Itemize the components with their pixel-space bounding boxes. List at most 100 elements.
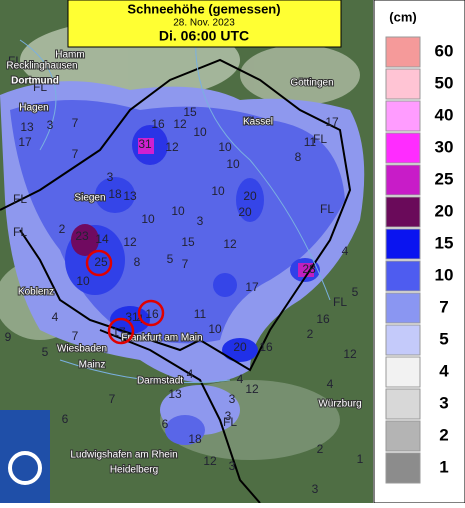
station-value: 17	[18, 135, 32, 149]
station-value: 28	[302, 262, 316, 276]
station-value: 2	[317, 442, 324, 456]
station-value: 10	[218, 140, 232, 154]
legend-label: 60	[435, 41, 454, 60]
city-label: Dortmund	[11, 76, 59, 87]
station-value: 10	[208, 322, 222, 336]
city-label: Recklinghausen	[6, 61, 77, 72]
legend-swatch	[385, 228, 421, 260]
station-value: 2	[59, 222, 66, 236]
station-value: 5	[352, 285, 359, 299]
station-value: 4	[187, 367, 194, 381]
station-value: 3	[312, 482, 319, 496]
station-value: 9	[5, 330, 12, 344]
station-value: 16	[259, 340, 273, 354]
station-value: 12	[123, 235, 137, 249]
highlight-circles	[85, 249, 165, 345]
station-value: 15	[183, 105, 197, 119]
station-value: 17	[325, 115, 339, 129]
station-value: 20	[243, 189, 257, 203]
station-value: 20	[238, 205, 252, 219]
station-value: 18	[108, 187, 122, 201]
legend-label: 40	[435, 105, 454, 124]
station-value: 10	[76, 274, 90, 288]
station-value: 1	[357, 452, 364, 466]
station-value: FL	[223, 415, 237, 429]
station-value: 7	[72, 329, 79, 343]
border	[99, 329, 261, 504]
header-time: Di. 06:00 UTC	[159, 28, 249, 44]
legend-swatch	[385, 100, 421, 132]
station-value: FL	[313, 132, 327, 146]
city-label: Ludwigshafen am Rhein	[70, 450, 177, 461]
city-label: Frankfurt am Main	[121, 333, 202, 344]
legend-label: 50	[435, 73, 454, 92]
station-value: 10	[226, 157, 240, 171]
legend: 60 50 40 30 25 20 15 10 7 5 4 3 2 1	[385, 36, 454, 484]
station-value: 7	[182, 257, 189, 271]
station-value: 23	[75, 229, 89, 243]
legend-label: 1	[439, 457, 448, 476]
city-label: Göttingen	[290, 78, 333, 89]
station-value: FL	[333, 295, 347, 309]
station-value: 3	[229, 459, 236, 473]
header-box	[67, 0, 342, 48]
station-value: FL	[13, 225, 27, 239]
station-value: 13	[168, 387, 182, 401]
legend-label: 30	[435, 137, 454, 156]
legend-swatch	[385, 164, 421, 196]
border	[0, 58, 352, 372]
station-value: 4	[237, 372, 244, 386]
legend-label: 3	[439, 393, 448, 412]
legend-label: 5	[439, 329, 448, 348]
station-value: 7	[72, 116, 79, 130]
city-label: Kassel	[243, 117, 273, 128]
legend-label: 7	[439, 297, 448, 316]
station-value: 6	[162, 417, 169, 431]
city-label: Mainz	[79, 360, 106, 371]
station-value: 16	[145, 307, 159, 321]
legend-swatch	[385, 420, 421, 452]
city-label: Koblenz	[18, 287, 54, 298]
station-value: 3	[225, 409, 232, 423]
station-value: 4	[327, 377, 334, 391]
legend-swatch	[385, 36, 421, 68]
station-value: 3	[197, 214, 204, 228]
legend-label: 20	[435, 201, 454, 220]
header-title: Schneehöhe (gemessen)	[127, 1, 280, 16]
station-value: 17	[112, 325, 126, 339]
legend-swatch	[385, 68, 421, 100]
station-value: 2	[307, 327, 314, 341]
station-value: 17	[245, 280, 259, 294]
station-value: 7	[72, 147, 79, 161]
city-label: Siegen	[74, 193, 105, 204]
station-value: 5	[42, 345, 49, 359]
station-value: 14	[95, 232, 109, 246]
legend-label: 15	[435, 233, 454, 252]
header-date: 28. Nov. 2023	[173, 18, 235, 29]
station-value: 12	[223, 237, 237, 251]
station-value: 7	[109, 392, 116, 406]
station-value: 25	[94, 255, 108, 269]
station-value: 3	[229, 392, 236, 406]
legend-swatch	[385, 356, 421, 388]
station-value: FL	[33, 80, 47, 94]
station-value: 20	[233, 340, 247, 354]
city-label: Hamm	[55, 50, 84, 61]
legend-unit: (cm)	[389, 9, 416, 24]
station-value: 10	[193, 125, 207, 139]
city-label: Hagen	[19, 103, 48, 114]
station-value: 12	[343, 347, 357, 361]
station-value: 13	[20, 120, 34, 134]
legend-swatch	[385, 324, 421, 356]
station-value: FL	[8, 54, 22, 68]
station-value: 10	[211, 184, 225, 198]
city-label: Wiesbaden	[57, 344, 107, 355]
legend-label: 2	[439, 425, 448, 444]
legend-swatch	[385, 388, 421, 420]
station-value: 8	[134, 255, 141, 269]
station-value: 12	[165, 140, 179, 154]
legend-swatch	[385, 452, 421, 484]
station-value: 11	[194, 307, 207, 321]
